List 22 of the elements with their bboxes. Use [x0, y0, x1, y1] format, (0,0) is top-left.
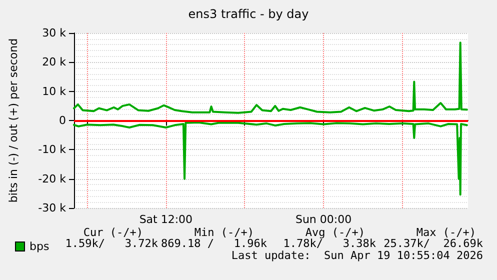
- x-tick-label: Sat 12:00: [139, 213, 193, 226]
- y-tick-label: 20 k: [42, 56, 67, 69]
- x-tick-label: Sun 00:00: [295, 213, 352, 226]
- text: Avg (-/+): [305, 226, 365, 239]
- text: 869.18 / 1.96k: [161, 237, 268, 250]
- text: Max (-/+): [416, 226, 476, 239]
- y-tick-label: 30 k: [42, 26, 67, 40]
- text: 25.37k/ 26.69k: [384, 237, 484, 250]
- y-tick-label: -20 k: [38, 172, 67, 186]
- chart-title: ens3 traffic - by day: [188, 7, 309, 21]
- y-tick-label: -10 k: [38, 143, 67, 156]
- legend-label: bps: [30, 240, 50, 253]
- text: 1.59k/ 3.72k: [65, 237, 158, 250]
- text: 1.78k/ 3.38k: [283, 237, 376, 250]
- y-axis-title: bits in (-) / out (+) per second: [7, 38, 20, 203]
- line-series: [73, 42, 468, 114]
- y-tick-label: 10 k: [42, 84, 67, 98]
- y-tick-label: -30 k: [38, 202, 67, 214]
- text: Last update: Sun Apr 19 10:55:04 2026: [231, 249, 483, 262]
- y-tick-label: 0: [59, 114, 66, 127]
- text: Min (-/+): [194, 226, 254, 239]
- text: Cur (-/+): [83, 226, 143, 239]
